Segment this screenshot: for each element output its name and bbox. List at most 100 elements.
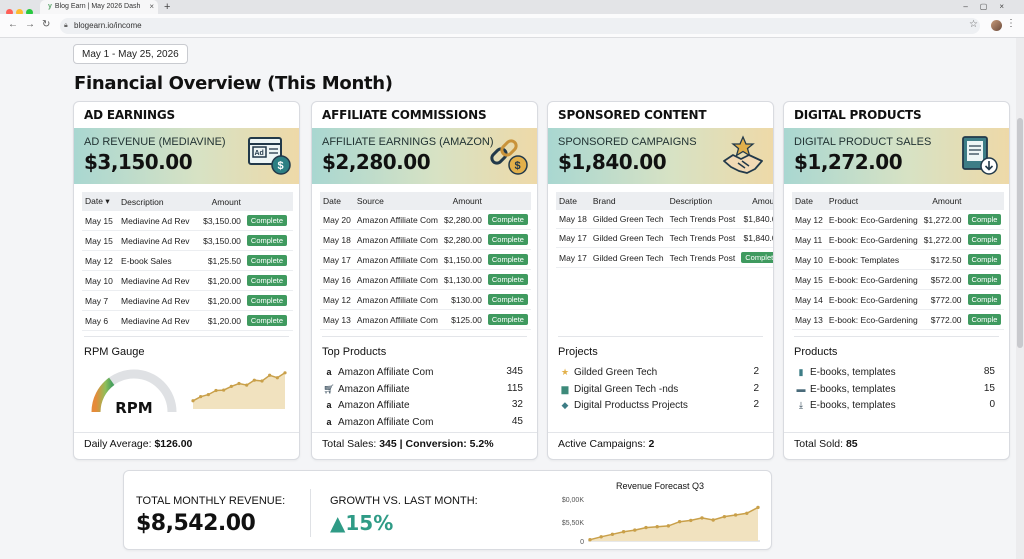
- col-status: [964, 192, 1005, 210]
- table-row[interactable]: May 6 Mediavine Ad Rev $1,20.00 Complete: [82, 310, 293, 331]
- products-list: ▮ E-books, templates 85 ▬ E-books, templates…: [794, 364, 999, 414]
- table-row[interactable]: May 13 E-book: Eco-Gardening $772.00 Comple: [792, 309, 1005, 330]
- desc-cell: Mediavine Ad Rev: [118, 230, 198, 251]
- table-row[interactable]: May 15 Mediavine Ad Rev $3,150.00 Complete: [82, 230, 293, 251]
- forecast-point: [756, 505, 760, 510]
- gauge-label: RPM: [115, 399, 152, 416]
- table-row[interactable]: May 17 Gilded Green Tech Tech Trends Post C…: [556, 247, 773, 268]
- table-row[interactable]: May 15 Mediavine Ad Rev $3,150.00 Complete: [82, 211, 293, 231]
- list-item[interactable]: a Amazon Affiliate Com 45: [322, 414, 527, 431]
- col-product: Product: [825, 192, 921, 210]
- sparkline-point: [268, 373, 272, 377]
- sparkline-point: [214, 388, 218, 393]
- list-item[interactable]: a Amazon Affiliate 32: [322, 397, 527, 414]
- forecast-point: [666, 524, 671, 528]
- date-cell: May 6: [82, 310, 119, 331]
- amount-cell: $1,20.00: [197, 310, 244, 331]
- table-row[interactable]: May 7 Mediavine Ad Rev $1,20.00 Complete: [82, 290, 293, 311]
- amount-cell: $1,130.00: [441, 269, 485, 290]
- window-buttons[interactable]: –▢×: [963, 2, 1016, 11]
- table-row[interactable]: May 20 Amazon Affiliate Com $2,280.00 Compl…: [320, 210, 531, 230]
- forecast-point: [621, 530, 626, 534]
- amount-cell: $1,150.00: [441, 249, 485, 270]
- affiliate-commissions-card: AFFILIATE COMMISSIONS AFFILIATE EARNINGS…: [311, 101, 538, 460]
- rpm-gauge: RPM: [91, 369, 177, 416]
- maximize-window-button[interactable]: [26, 9, 33, 16]
- table-row[interactable]: May 17 Gilded Green Tech Tech Trends Post $…: [556, 228, 773, 248]
- status-badge: Complete: [246, 295, 288, 306]
- table-row[interactable]: May 15 E-book: Eco-Gardening $572.00 Comple: [792, 269, 1005, 290]
- table-row[interactable]: May 14 E-book: Eco-Gardening $772.00 Comple: [792, 289, 1005, 310]
- status-cell: Comple: [964, 289, 1005, 310]
- date-cell: May 12: [320, 289, 354, 310]
- product-cell: E-book: Eco-Gardening: [825, 309, 921, 330]
- table-row[interactable]: May 12 E-book: Eco-Gardening $1,272.00 Comp…: [792, 210, 1005, 230]
- status-badge: Complete: [487, 214, 528, 225]
- total-revenue-label: TOTAL MONTHLY REVENUE:: [136, 495, 286, 507]
- chain-dollar-icon: $: [490, 139, 528, 175]
- col-brand: Brand: [589, 192, 667, 210]
- digital-transactions-table: Date Product Amount May 12 E-book: Eco-Ga…: [792, 192, 1005, 330]
- table-row[interactable]: May 17 Amazon Affiliate Com $1,150.00 Compl…: [320, 249, 531, 270]
- list-item-value: 15: [983, 382, 995, 394]
- browser-menu-icon[interactable]: ⋮: [1006, 18, 1016, 29]
- source-cell: Amazon Affiliate Com: [353, 269, 442, 290]
- list-item[interactable]: a Amazon Affiliate Com 345: [322, 364, 527, 381]
- close-tab-icon[interactable]: ×: [149, 2, 154, 11]
- forecast-point: [722, 514, 727, 519]
- url-field[interactable]: 🔒︎ blogearn.io/income: [60, 18, 980, 34]
- list-item[interactable]: ▆ Digital Green Tech -nds 2: [558, 381, 763, 398]
- col-date[interactable]: Date ▾: [82, 192, 119, 211]
- back-icon[interactable]: ←: [8, 19, 18, 30]
- close-window-button[interactable]: [6, 9, 13, 16]
- table-row[interactable]: May 10 Mediavine Ad Rev $1,20.00 Complete: [82, 270, 293, 291]
- table-row[interactable]: May 16 Amazon Affiliate Com $1,130.00 Compl…: [320, 269, 531, 290]
- list-item[interactable]: ★ Gilded Green Tech 2: [558, 364, 763, 381]
- minimize-window-button[interactable]: [16, 9, 23, 16]
- list-item[interactable]: ◆ Digital Productss Projects 2: [558, 397, 763, 414]
- table-row[interactable]: May 12 Amazon Affiliate Com $130.00 Complet…: [320, 289, 531, 310]
- bookmark-star-icon[interactable]: ☆: [969, 19, 978, 30]
- browser-tab[interactable]: y Blog Earn | May 2026 Dash ×: [40, 0, 158, 14]
- affiliate-transactions-table: Date Source Amount May 20 Amazon Affiliat…: [320, 192, 531, 330]
- sparkline-point: [283, 371, 287, 375]
- page-scrollbar[interactable]: [1016, 38, 1024, 559]
- table-row[interactable]: May 18 Gilded Green Tech Tech Trends Post $…: [556, 210, 773, 229]
- scrollbar-thumb[interactable]: [1017, 118, 1023, 348]
- table-row[interactable]: May 13 Amazon Affiliate Com $125.00 Complet…: [320, 309, 531, 330]
- reload-icon[interactable]: ↻: [42, 19, 51, 30]
- amount-cell: $2,280.00: [441, 229, 485, 250]
- status-badge: Complete: [246, 235, 288, 246]
- table-row[interactable]: May 11 E-book: Eco-Gardening $1,272.00 Comp…: [792, 229, 1005, 250]
- list-item[interactable]: ⤓ E-books, templates 0: [794, 397, 999, 414]
- y-tick-label: $5,50K: [562, 520, 585, 527]
- table-row[interactable]: May 12 E-book Sales $1,25.50 Complete: [82, 250, 293, 271]
- growth-label: GROWTH vs. LAST MONTH:: [330, 495, 478, 507]
- amount-cell: $125.00: [441, 309, 485, 330]
- page-title: Financial Overview (This Month): [74, 73, 393, 94]
- amount-cell: $130.00: [441, 289, 485, 310]
- products-title: Products: [794, 346, 838, 358]
- profile-avatar[interactable]: [991, 20, 1002, 31]
- amazon-icon: a: [326, 416, 332, 427]
- list-item[interactable]: 🛒︎ Amazon Affiliate 115: [322, 381, 527, 398]
- date-cell: May 15: [792, 269, 826, 290]
- forecast-point: [588, 538, 592, 542]
- status-badge: Complete: [246, 255, 288, 266]
- new-tab-button[interactable]: +: [164, 1, 171, 13]
- ad-transactions-table: Date ▾ Description Amount May 15 Mediavin…: [82, 192, 293, 331]
- source-cell: Amazon Affiliate Com: [353, 229, 442, 250]
- forecast-point: [689, 518, 693, 523]
- date-range-picker[interactable]: May 1 - May 25, 2026: [73, 44, 188, 64]
- list-item[interactable]: ▬ E-books, templates 15: [794, 381, 999, 398]
- forward-icon[interactable]: →: [25, 19, 35, 30]
- col-amount: Amount: [441, 192, 485, 210]
- list-item-label: Digital Green Tech -nds: [574, 383, 679, 395]
- list-item-value: 85: [983, 366, 995, 377]
- list-item[interactable]: ▮ E-books, templates 85: [794, 364, 999, 381]
- card-title: SPONSORED CONTENT: [558, 108, 707, 122]
- list-item-label: Amazon Affiliate Com: [338, 367, 434, 378]
- table-row[interactable]: May 18 Amazon Affiliate Com $2,280.00 Compl…: [320, 229, 531, 250]
- table-row[interactable]: May 10 E-book: Templates $172.50 Comple: [792, 249, 1005, 270]
- col-date: Date: [556, 192, 590, 210]
